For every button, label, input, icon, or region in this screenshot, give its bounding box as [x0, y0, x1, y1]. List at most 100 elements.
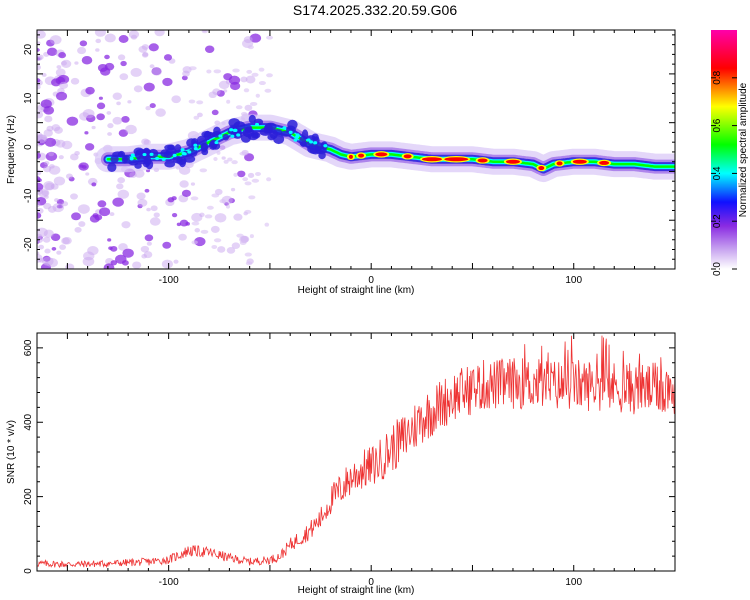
- noise-blob: [112, 92, 122, 101]
- noise-blob: [37, 78, 41, 83]
- noise-blob: [244, 181, 252, 186]
- noise-blob: [163, 54, 173, 61]
- noise-blob: [246, 69, 253, 74]
- top-y-tick-label: 20: [23, 44, 34, 56]
- noise-blob: [233, 213, 243, 221]
- top-x-tick-label: 100: [565, 275, 582, 286]
- noise-blob: [44, 248, 51, 254]
- top-frame: [36, 29, 676, 270]
- noise-blob: [235, 105, 243, 110]
- ridge-blob: [315, 143, 324, 151]
- noise-blob: [185, 222, 190, 226]
- noise-blob: [149, 103, 156, 109]
- noise-blob: [43, 165, 52, 173]
- ridge-blob: [287, 119, 298, 130]
- noise-blob: [162, 241, 172, 249]
- noise-blob: [130, 67, 142, 77]
- noise-blob: [120, 60, 127, 67]
- ridge-blob-core: [155, 156, 160, 161]
- ridge-blob: [228, 118, 240, 128]
- noise-blob: [38, 244, 45, 250]
- bottom-y-tick-label: 200: [23, 488, 34, 505]
- noise-blob: [37, 56, 43, 61]
- noise-blob: [162, 77, 173, 87]
- noise-blob: [108, 246, 113, 250]
- top-y-tick-label: -10: [23, 188, 34, 203]
- noise-blob: [266, 35, 274, 40]
- noise-blob: [219, 199, 226, 204]
- noise-blob: [226, 99, 231, 104]
- noise-blob: [251, 178, 260, 183]
- ridge-blob: [301, 129, 309, 140]
- noise-blob: [61, 140, 73, 150]
- noise-blob: [121, 115, 130, 123]
- noise-blob: [188, 99, 196, 104]
- noise-blob: [103, 263, 115, 269]
- noise-blob: [249, 101, 258, 106]
- noise-blob: [176, 222, 182, 227]
- noise-blob: [178, 165, 191, 175]
- top-x-axis-label: Height of straight line (km): [298, 285, 415, 296]
- noise-blob: [85, 172, 90, 176]
- colorbar-tick-label: 0.0: [712, 262, 723, 276]
- bottom-y-tick-label: 400: [23, 413, 34, 430]
- ridge-blob: [204, 130, 211, 141]
- ridge-blob-core: [233, 128, 238, 132]
- top-y-axis-label: Frequency (Hz): [6, 115, 17, 184]
- noise-blob: [117, 189, 130, 199]
- ridge-blob: [128, 159, 139, 166]
- ridge-blob: [164, 160, 176, 168]
- noise-blob: [42, 256, 54, 266]
- ridge-blob: [121, 155, 128, 164]
- noise-blob: [199, 168, 208, 173]
- noise-blob: [264, 88, 272, 93]
- ridge-blob: [318, 151, 326, 160]
- noise-blob: [85, 86, 95, 95]
- noise-blob: [193, 115, 200, 120]
- noise-blob: [37, 110, 44, 119]
- noise-blob: [133, 85, 143, 93]
- noise-blob: [206, 205, 214, 210]
- noise-blob: [56, 250, 62, 255]
- noise-blob: [59, 244, 67, 250]
- ridge-hot-core: [421, 157, 442, 162]
- colorbar-tick-label: 0.2: [712, 214, 723, 228]
- noise-blob: [91, 125, 96, 130]
- noise-blob: [191, 221, 200, 226]
- noise-blob: [206, 69, 212, 74]
- noise-blob: [138, 45, 148, 53]
- noise-blob: [240, 111, 248, 116]
- noise-blob: [61, 59, 72, 68]
- ridge-blob: [148, 148, 159, 159]
- ridge-blob-core: [229, 128, 234, 132]
- noise-blob: [217, 246, 226, 253]
- noise-blob: [239, 240, 247, 245]
- noise-blob: [42, 236, 51, 243]
- noise-blob: [94, 30, 107, 37]
- colorbar: [711, 30, 737, 269]
- noise-blob: [55, 68, 66, 77]
- noise-blob: [153, 212, 160, 218]
- noise-blob: [171, 95, 181, 104]
- ridge-blob: [110, 155, 119, 163]
- noise-blob: [144, 234, 154, 242]
- noise-blob: [109, 212, 115, 217]
- ridge-blob: [145, 159, 154, 170]
- noise-blob: [56, 65, 62, 69]
- noise-blob: [211, 193, 220, 198]
- ridge-blob-core: [313, 141, 318, 145]
- ridge-hot-core: [556, 161, 563, 166]
- noise-blob: [196, 112, 203, 118]
- noise-blob: [74, 61, 79, 65]
- noise-blob: [107, 238, 112, 242]
- noise-blob: [204, 214, 213, 219]
- ridge-blob: [242, 127, 255, 138]
- ridge-blob: [222, 133, 230, 141]
- noise-blob: [48, 165, 61, 175]
- noise-blob: [99, 207, 111, 217]
- ridge-hot-core: [348, 154, 353, 159]
- noise-blob: [154, 30, 165, 37]
- ridge-blob: [311, 133, 319, 141]
- ridge-blob-core: [142, 152, 147, 157]
